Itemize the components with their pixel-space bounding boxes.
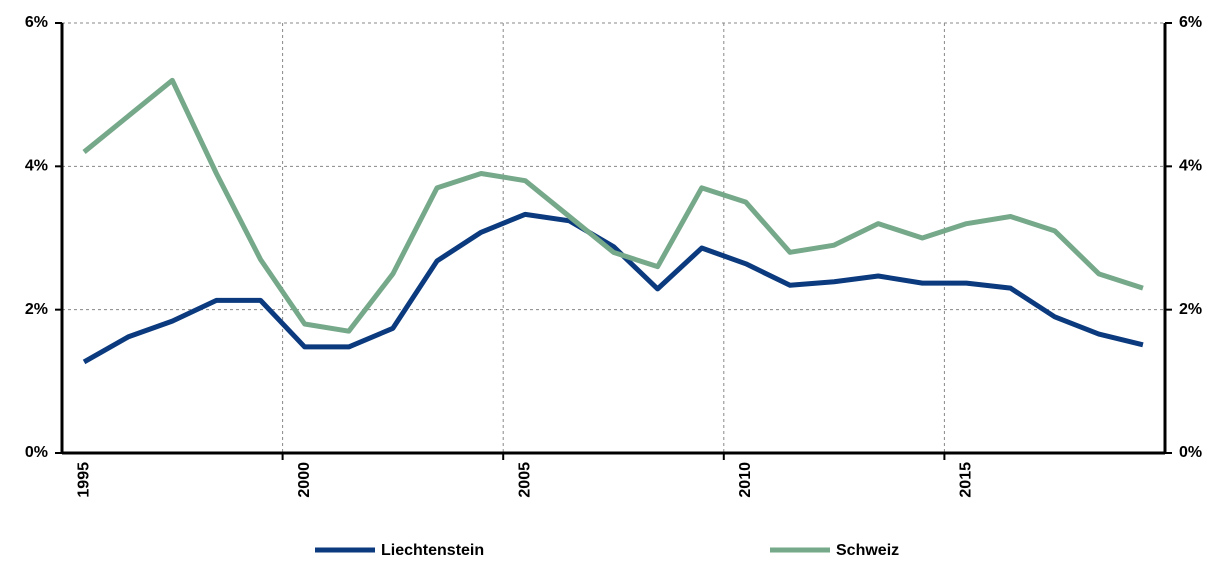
x-tick-label: 2015 [958,462,975,498]
y2-tick-label: 6% [1179,14,1202,31]
y2-tick-label: 2% [1179,301,1202,318]
x-tick-label: 2000 [296,462,313,498]
series-line [82,211,1144,365]
y-tick-label: 0% [25,444,48,461]
series-line [82,77,1144,334]
x-tick-label: 1995 [75,462,92,498]
y2-tick-label: 0% [1179,444,1202,461]
y-tick-label: 4% [25,158,48,175]
y-tick-label: 6% [25,14,48,31]
legend-label: Schweiz [836,542,899,559]
x-tick-label: 2005 [516,462,533,498]
y2-tick-label: 4% [1179,158,1202,175]
x-tick-label: 2010 [737,462,754,498]
y-tick-label: 2% [25,301,48,318]
legend-label: Liechtenstein [381,542,484,559]
